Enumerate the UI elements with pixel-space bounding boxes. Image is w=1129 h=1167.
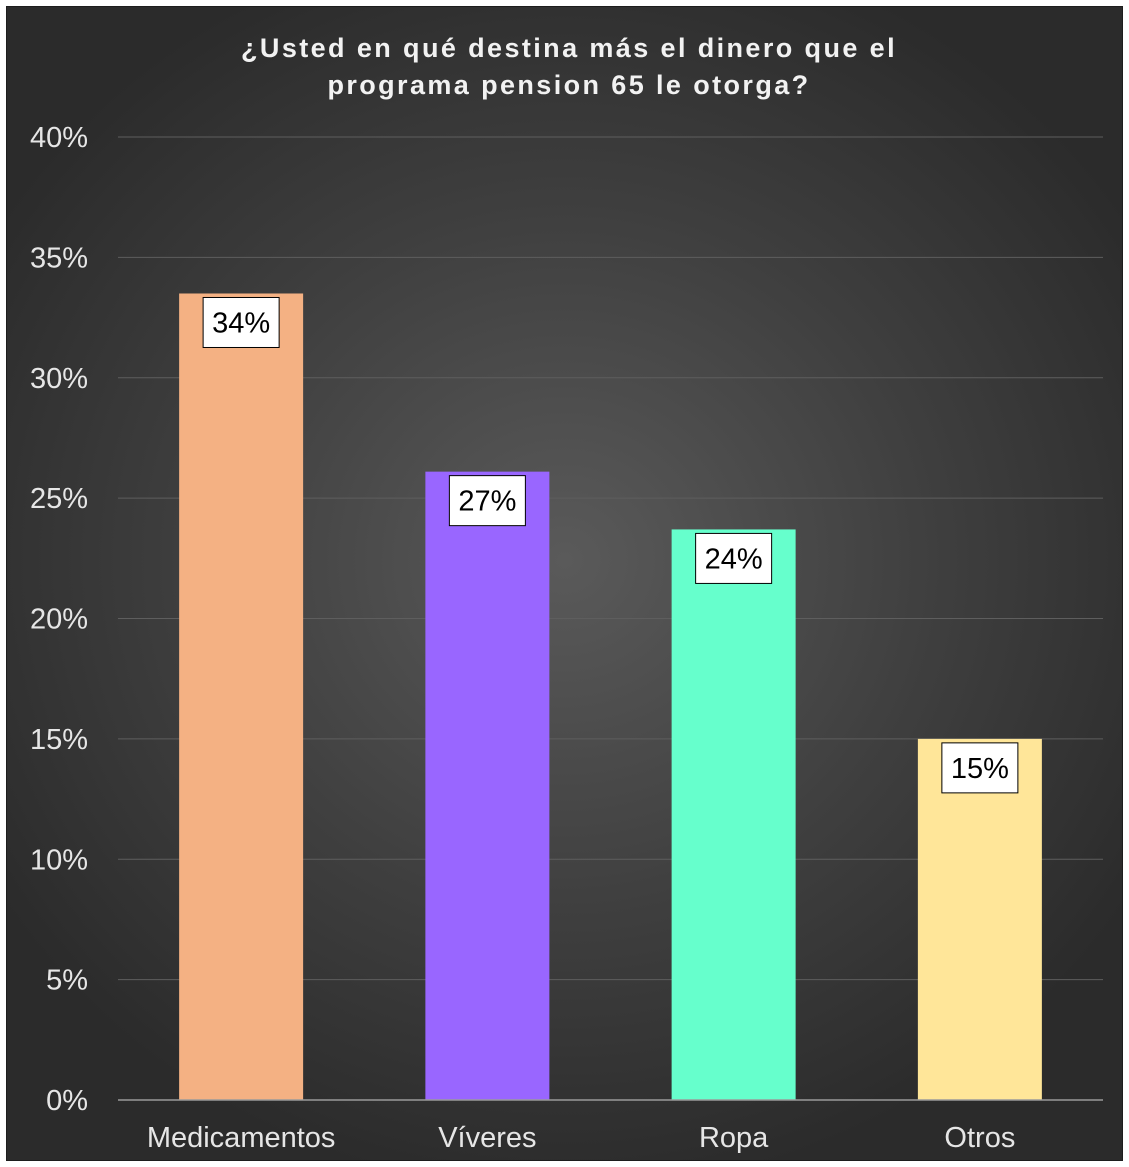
category-label-viveres: Víveres — [438, 1122, 536, 1154]
y-tick-label-40: 40% — [30, 122, 88, 154]
y-tick-label-5: 5% — [46, 965, 88, 997]
bars — [179, 293, 1042, 1101]
data-labels: 34% 27% 24% 15% — [202, 296, 1019, 794]
y-axis-tick-labels: 0% 5% 10% 15% 20% 25% 30% 35% 40% — [30, 122, 88, 1117]
bar-medicamentos — [179, 293, 304, 1100]
data-label-medicamentos: 34% — [212, 307, 270, 339]
bar-otros — [917, 738, 1042, 1100]
chart-title: ¿Usted en qué destina más el dinero que … — [241, 33, 897, 100]
bar-ropa — [671, 529, 796, 1100]
data-label-otros: 15% — [951, 753, 1009, 785]
y-tick-label-35: 35% — [30, 242, 88, 274]
y-tick-label-20: 20% — [30, 604, 88, 636]
data-label-box-ropa — [695, 532, 773, 584]
bar-viveres — [425, 471, 550, 1101]
x-axis-category-labels: Medicamentos Víveres Ropa Otros — [147, 1122, 1016, 1154]
data-label-ropa: 24% — [705, 543, 763, 575]
data-label-viveres: 27% — [458, 486, 516, 518]
y-tick-label-25: 25% — [30, 483, 88, 515]
category-label-ropa: Ropa — [699, 1122, 769, 1154]
y-tick-label-10: 10% — [30, 844, 88, 876]
chart-title-line-1: ¿Usted en qué destina más el dinero que … — [241, 33, 897, 63]
y-tick-label-0: 0% — [46, 1085, 88, 1117]
category-label-medicamentos: Medicamentos — [147, 1122, 336, 1154]
chart-title-line-2: programa pension 65 le otorga? — [327, 70, 810, 100]
data-label-box-medicamentos — [202, 296, 280, 348]
category-label-otros: Otros — [944, 1122, 1015, 1154]
data-label-box-otros — [941, 742, 1019, 794]
data-label-box-viveres — [448, 475, 526, 527]
y-tick-label-15: 15% — [30, 724, 88, 756]
y-tick-label-30: 30% — [30, 363, 88, 395]
